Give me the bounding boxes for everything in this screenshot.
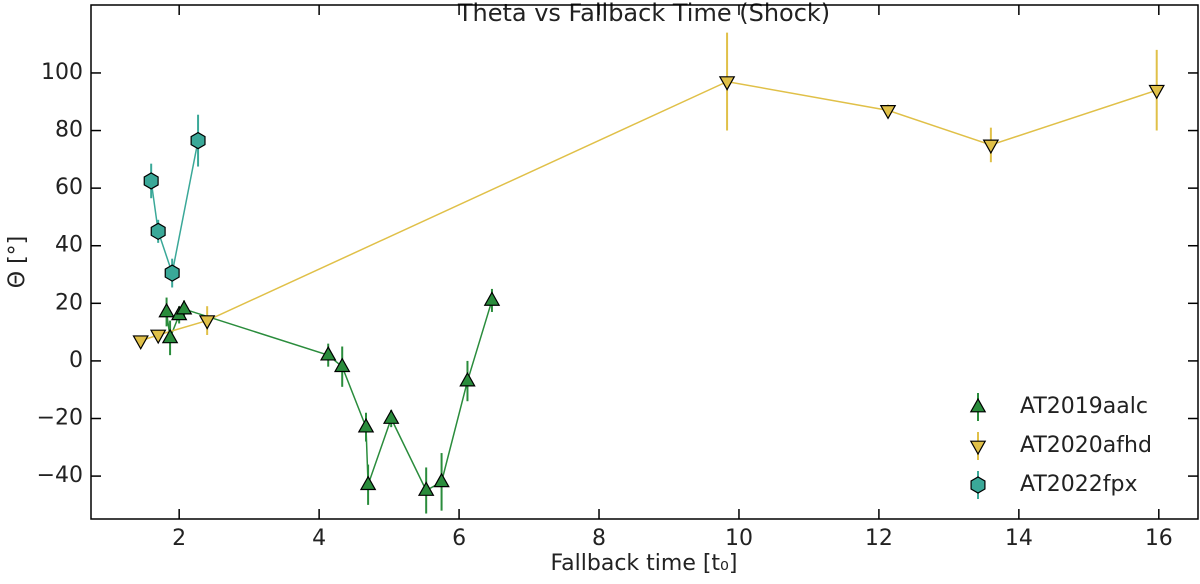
y-tick-label: 20 [55, 290, 83, 315]
marker [143, 172, 159, 190]
marker [190, 131, 206, 150]
marker [149, 329, 167, 345]
marker [879, 104, 897, 120]
x-tick-label: 8 [592, 526, 606, 551]
y-tick-label: −20 [37, 406, 83, 431]
legend-label: AT2020afhd [1020, 433, 1152, 458]
x-tick-label: 14 [1005, 526, 1033, 551]
legend-marker [969, 440, 987, 456]
x-tick-label: 6 [452, 526, 466, 551]
marker [359, 475, 377, 491]
marker [164, 264, 180, 282]
x-axis-label: Fallback time [t₀] [551, 551, 738, 576]
y-tick-label: 80 [55, 118, 83, 143]
x-tick-label: 12 [865, 526, 893, 551]
legend-marker [970, 476, 986, 494]
marker [198, 315, 216, 330]
y-tick-label: 60 [55, 175, 83, 200]
marker [417, 481, 435, 496]
marker [459, 371, 476, 387]
marker [175, 299, 193, 315]
x-tick-label: 2 [172, 526, 186, 551]
y-tick-label: −40 [37, 463, 83, 488]
marker [333, 357, 351, 373]
marker [718, 76, 736, 91]
marker [158, 302, 175, 318]
marker [319, 345, 337, 361]
y-tick-label: 0 [69, 348, 83, 373]
y-tick-label: 40 [55, 233, 83, 258]
y-axis-label: Θ [°] [5, 236, 30, 288]
y-tick-label: 100 [41, 60, 83, 85]
marker [483, 291, 501, 306]
plot-frame [90, 4, 1199, 520]
marker [161, 328, 179, 344]
x-tick-label: 10 [725, 526, 753, 551]
marker [433, 472, 450, 488]
series-line [165, 300, 493, 492]
legend-label: AT2019aalc [1020, 394, 1148, 419]
series-line [140, 80, 1157, 342]
series-line [150, 140, 199, 277]
marker [357, 417, 375, 433]
x-tick-label: 16 [1145, 526, 1173, 551]
chart-title: Theta vs Fallback Time (Shock) [457, 0, 830, 27]
marker [1148, 84, 1165, 100]
legend-marker [969, 397, 987, 413]
marker [150, 222, 166, 241]
marker [382, 409, 400, 424]
marker [132, 335, 149, 350]
legend-label: AT2022fpx [1020, 472, 1138, 497]
x-tick-label: 4 [312, 526, 326, 551]
marker [982, 139, 1000, 155]
